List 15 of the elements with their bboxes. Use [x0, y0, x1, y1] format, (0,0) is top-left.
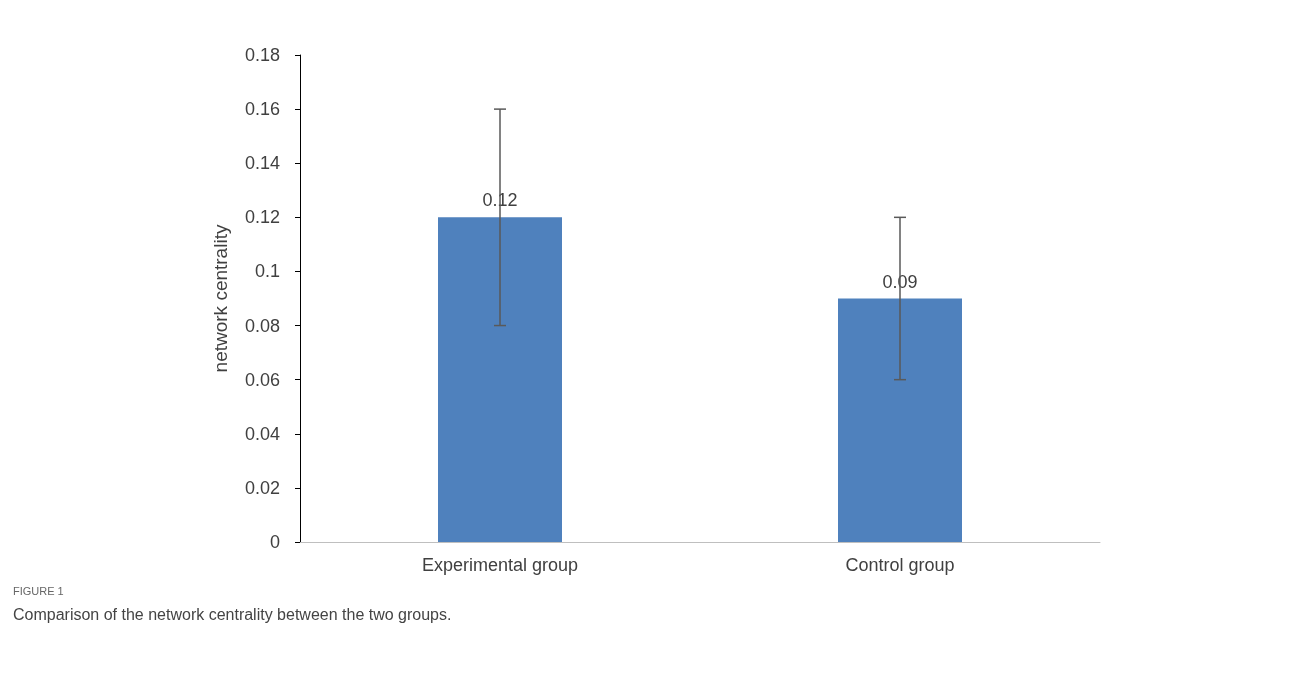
x-tick-label: Control group	[845, 555, 955, 575]
y-tick-label: 0.1	[254, 261, 280, 282]
y-tick-label: 0.08	[244, 315, 280, 336]
text: FIGURE 1	[13, 584, 64, 597]
y-tick-label: 0.04	[244, 423, 280, 444]
y-tick-label: 0.06	[244, 369, 280, 390]
x-tick-label: Experimental group	[421, 555, 579, 575]
y-tick-label: 0.14	[244, 153, 280, 174]
text: Comparison of the network centrality between the two groups.	[13, 605, 452, 623]
y-tick-label: 0.12	[244, 207, 280, 228]
y-axis-title: network centrality	[210, 224, 231, 373]
y-tick-label: 0	[269, 532, 280, 552]
y-tick-label: 0.18	[244, 45, 280, 65]
y-tick-label: 0.02	[244, 477, 280, 498]
y-tick-label: 0.16	[244, 99, 280, 120]
